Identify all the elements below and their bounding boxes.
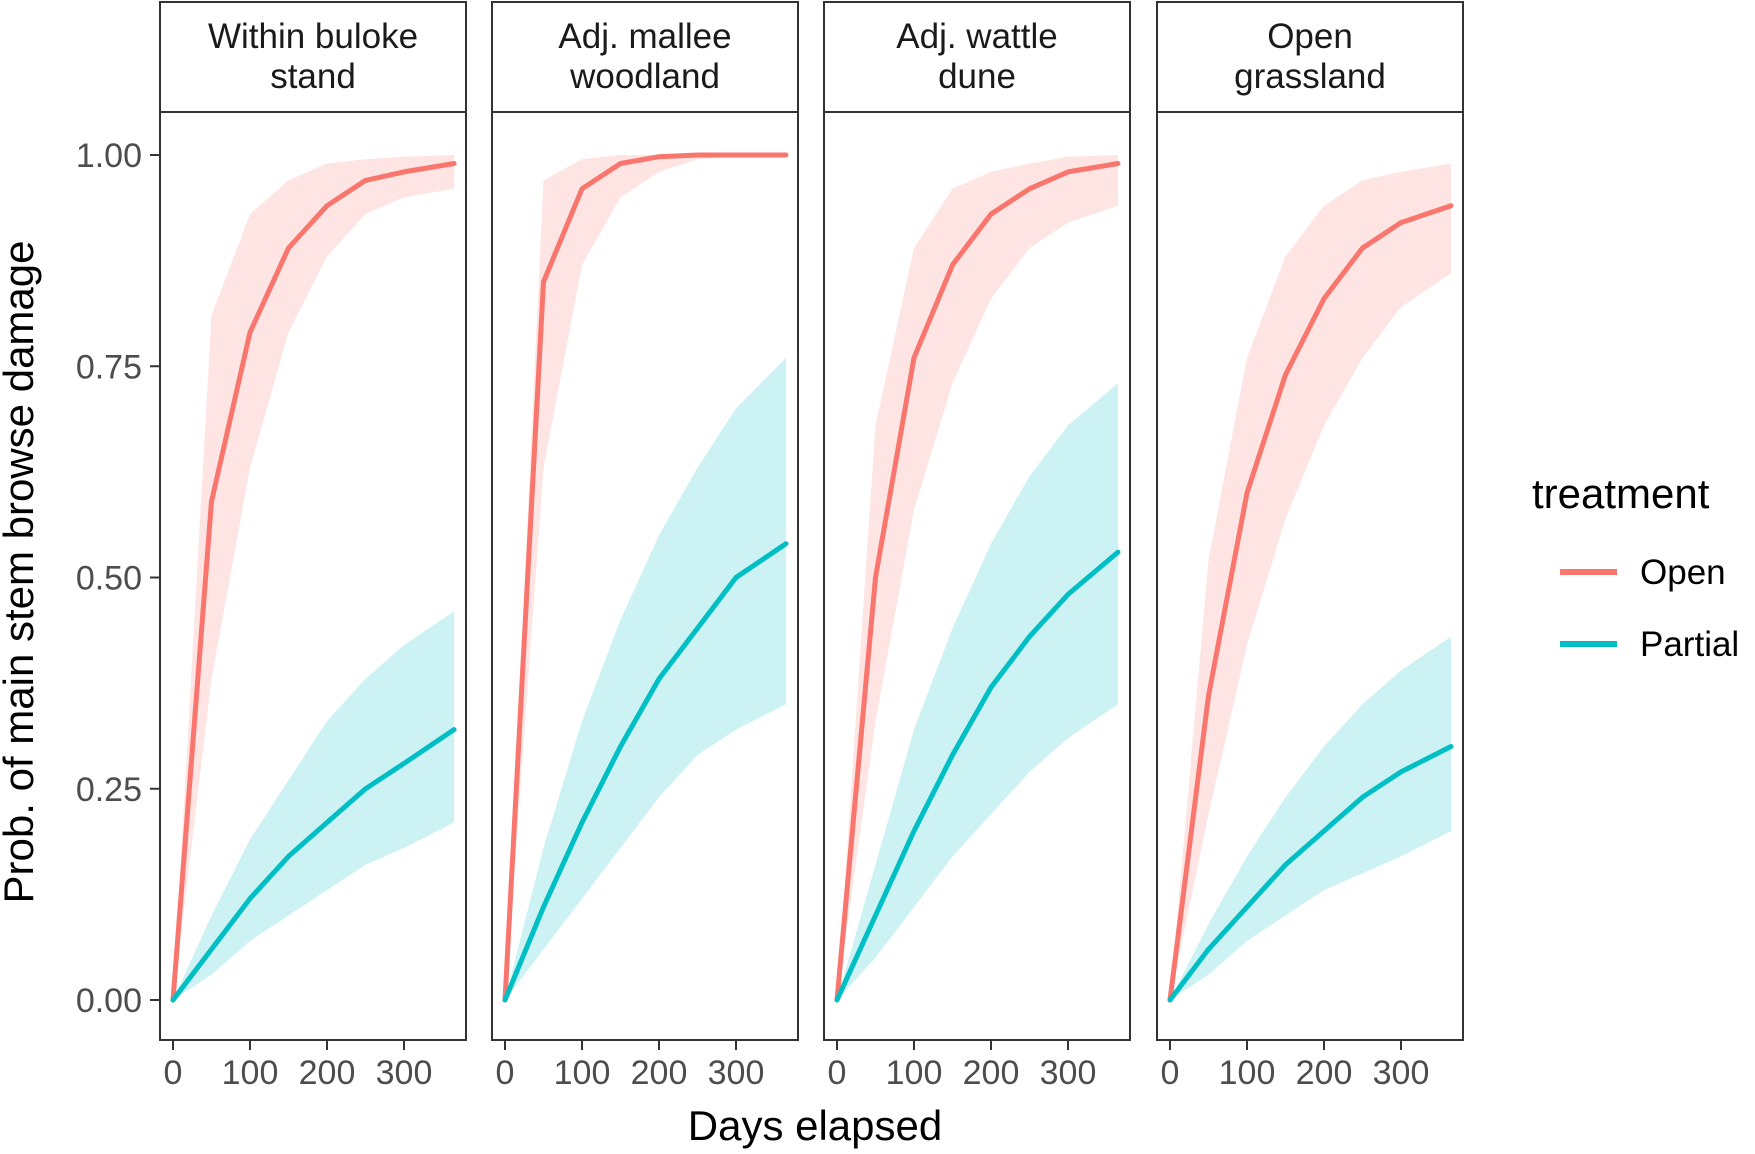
x-tick-label: 100	[554, 1054, 611, 1092]
facet-title: Adj. wattle	[896, 17, 1057, 56]
x-tick-label: 300	[376, 1054, 433, 1092]
facet-title: Within buloke	[208, 17, 418, 56]
panel-background	[492, 112, 798, 1040]
x-tick-label: 300	[1373, 1054, 1430, 1092]
panel-border	[823, 111, 1131, 1041]
facet-title: Adj. mallee	[558, 17, 731, 56]
facet-title: stand	[270, 57, 356, 96]
facet-title: dune	[938, 57, 1016, 96]
x-tick-label: 300	[1040, 1054, 1097, 1092]
x-tick-label: 0	[828, 1054, 847, 1092]
series-line-open	[834, 161, 1121, 1003]
x-tick-label: 200	[963, 1054, 1020, 1092]
legend: treatment Open Partial	[1532, 470, 1739, 664]
y-axis: 0.00 0.25 0.50 0.75 1.00	[76, 137, 160, 1020]
x-tick-label: 200	[1296, 1054, 1353, 1092]
x-tick-label: 0	[164, 1054, 183, 1092]
series-line-partial	[502, 541, 789, 1003]
confidence-band-partial	[173, 611, 455, 1000]
x-tick-label: 200	[299, 1054, 356, 1092]
x-tick-label: 300	[708, 1054, 765, 1092]
facet-strip	[823, 1, 1131, 113]
x-tick-label: 0	[1161, 1054, 1180, 1092]
facet-title: woodland	[569, 57, 720, 96]
series-line-partial	[1167, 744, 1454, 1003]
panel-background	[160, 112, 466, 1040]
y-axis-title: Prob. of main stem browse damage	[0, 241, 42, 904]
facet-title: grassland	[1234, 57, 1386, 96]
series-line-open	[170, 161, 457, 1003]
legend-title: treatment	[1532, 470, 1710, 517]
y-tick-label: 1.00	[76, 137, 142, 175]
series-line-open	[1167, 203, 1454, 1003]
y-tick-label: 0.25	[76, 771, 142, 809]
confidence-band-open	[837, 155, 1118, 1000]
x-tick-label: 200	[631, 1054, 688, 1092]
facet-title: Open	[1267, 17, 1353, 56]
facet-strip	[159, 1, 467, 113]
x-tick-label: 100	[886, 1054, 943, 1092]
panel-border	[159, 111, 467, 1041]
panel-border	[1156, 111, 1464, 1041]
legend-label-open: Open	[1640, 553, 1726, 592]
x-tick-label: 100	[222, 1054, 279, 1092]
legend-label-partial: Partial	[1640, 625, 1739, 664]
panel-background	[1157, 112, 1463, 1040]
y-tick-label: 0.75	[76, 348, 142, 386]
facet-strip	[1156, 1, 1464, 113]
x-axis-title: Days elapsed	[688, 1102, 942, 1149]
series-line-open	[502, 152, 789, 1003]
y-tick-label: 0.00	[76, 982, 142, 1020]
panel-border	[491, 111, 799, 1041]
series-line-partial	[834, 549, 1121, 1003]
series-line-partial	[170, 727, 457, 1003]
y-tick-label: 0.50	[76, 560, 142, 598]
confidence-band-partial	[1170, 636, 1451, 1000]
x-tick-label: 100	[1219, 1054, 1276, 1092]
x-tick-label: 0	[496, 1054, 515, 1092]
